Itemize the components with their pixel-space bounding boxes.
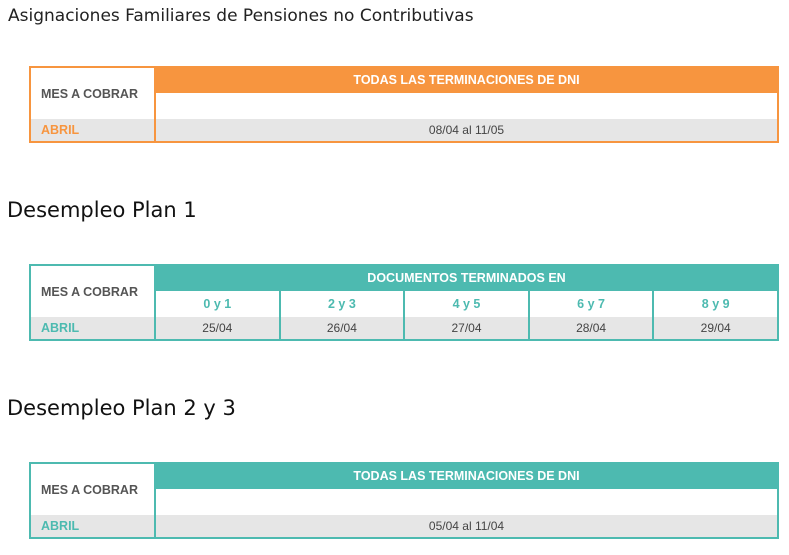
date-range-cell: 08/04 al 11/05 [428, 123, 505, 137]
section-title: Desempleo Plan 1 [7, 198, 197, 222]
month-cell: ABRIL [31, 515, 154, 537]
date-cell: 28/04 [527, 317, 653, 339]
table-header: TODAS LAS TERMINACIONES DE DNI [156, 68, 777, 93]
column-header: 8 y 9 [652, 291, 777, 317]
date-cell: 26/04 [278, 317, 404, 339]
schedule-table-plan2y3: MES A COBRAR ABRIL TODAS LAS TERMINACION… [29, 462, 779, 539]
empty-subheader [156, 489, 777, 515]
month-cell: ABRIL [31, 119, 154, 141]
date-cell: 27/04 [403, 317, 528, 339]
month-header: MES A COBRAR [41, 482, 138, 497]
table-header: TODAS LAS TERMINACIONES DE DNI [156, 464, 777, 489]
date-cell: 29/04 [652, 317, 777, 339]
schedule-table-plan1: MES A COBRAR ABRIL DOCUMENTOS TERMINADOS… [29, 264, 779, 341]
date-range-cell: 05/04 al 11/04 [428, 519, 505, 533]
section-title: Desempleo Plan 2 y 3 [7, 396, 236, 420]
schedule-table-pnc: MES A COBRAR ABRIL TODAS LAS TERMINACION… [29, 66, 779, 143]
page-title: Asignaciones Familiares de Pensiones no … [8, 6, 474, 26]
column-header: 2 y 3 [278, 291, 404, 317]
date-cell: 25/04 [202, 321, 233, 335]
column-header: 0 y 1 [203, 297, 232, 311]
month-header: MES A COBRAR [41, 284, 138, 299]
month-cell: ABRIL [31, 317, 154, 339]
column-header: 4 y 5 [403, 291, 528, 317]
column-header: 6 y 7 [527, 291, 653, 317]
table-header: DOCUMENTOS TERMINADOS EN [156, 266, 777, 291]
month-header: MES A COBRAR [41, 86, 138, 101]
empty-subheader [156, 93, 777, 119]
